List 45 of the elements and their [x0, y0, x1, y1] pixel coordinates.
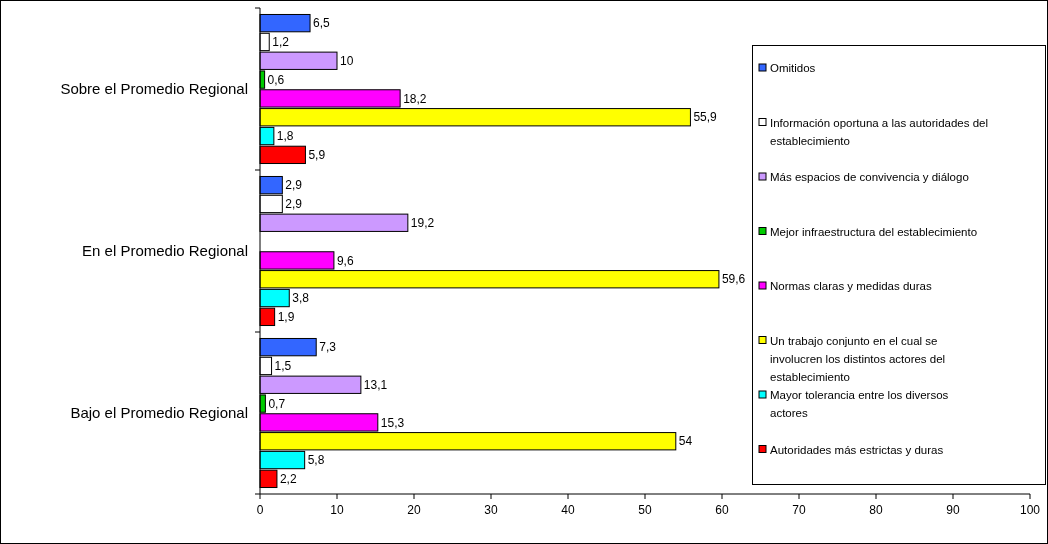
data-label: 59,6 [721, 272, 746, 287]
data-label: 0,7 [268, 396, 286, 411]
legend-label: Normas claras y medidas duras [770, 280, 932, 293]
x-tick-label: 90 [946, 503, 960, 517]
data-label: 7,3 [319, 340, 337, 355]
x-tick-label: 100 [1019, 503, 1041, 517]
x-tick-label: 70 [792, 503, 806, 517]
data-label: 2,2 [279, 472, 297, 487]
x-tick-label: 30 [484, 503, 498, 517]
data-label: 2,9 [285, 178, 303, 193]
data-label: 1,9 [277, 310, 295, 325]
legend-label: Autoridades más estrictas y duras [770, 443, 944, 456]
x-tick-label: 20 [407, 503, 421, 517]
data-label: 3,8 [292, 291, 310, 306]
x-tick-label: 60 [715, 503, 729, 517]
x-tick-label: 10 [330, 503, 344, 517]
x-tick-label: 0 [256, 503, 264, 517]
data-label: 0,6 [267, 72, 285, 87]
legend-label: Un trabajo conjunto en el cual se involucren los distintos actores del establecimiento [770, 334, 946, 383]
legend-label: Omitidos [770, 62, 816, 75]
data-label: 18,2 [403, 91, 427, 106]
x-tick-label: 50 [638, 503, 652, 517]
y-tick-label: En el Promedio Regional [82, 242, 248, 260]
data-label: 55,9 [693, 110, 718, 125]
y-tick-label: Sobre el Promedio Regional [60, 80, 248, 98]
data-label: 9,6 [336, 253, 354, 268]
data-label: 5,8 [307, 453, 325, 468]
x-tick-label: 40 [561, 503, 575, 517]
data-label: 10 [340, 53, 354, 68]
data-label: 54 [678, 434, 693, 449]
legend-label: Mayor tolerancia entre los diversos actores [770, 389, 949, 420]
data-label: 1,8 [276, 129, 294, 144]
data-label: 19,2 [410, 215, 435, 230]
data-label: 6,5 [313, 16, 331, 31]
legend-label: Mejor infraestructura del establecimiento [770, 225, 978, 238]
data-label: 1,2 [272, 35, 290, 50]
data-label: 13,1 [363, 377, 388, 392]
data-label: 5,9 [308, 148, 326, 163]
data-label: 2,9 [285, 197, 303, 212]
legend-label: Información oportuna a las autoridades del establecimiento [770, 116, 989, 147]
x-tick-label: 80 [869, 503, 883, 517]
legend-label: Más espacios de convivencia y diálogo [770, 171, 969, 184]
y-tick-label: Bajo el Promedio Regional [70, 404, 248, 422]
data-label: 1,5 [274, 359, 292, 374]
data-label: 15,3 [380, 415, 405, 430]
